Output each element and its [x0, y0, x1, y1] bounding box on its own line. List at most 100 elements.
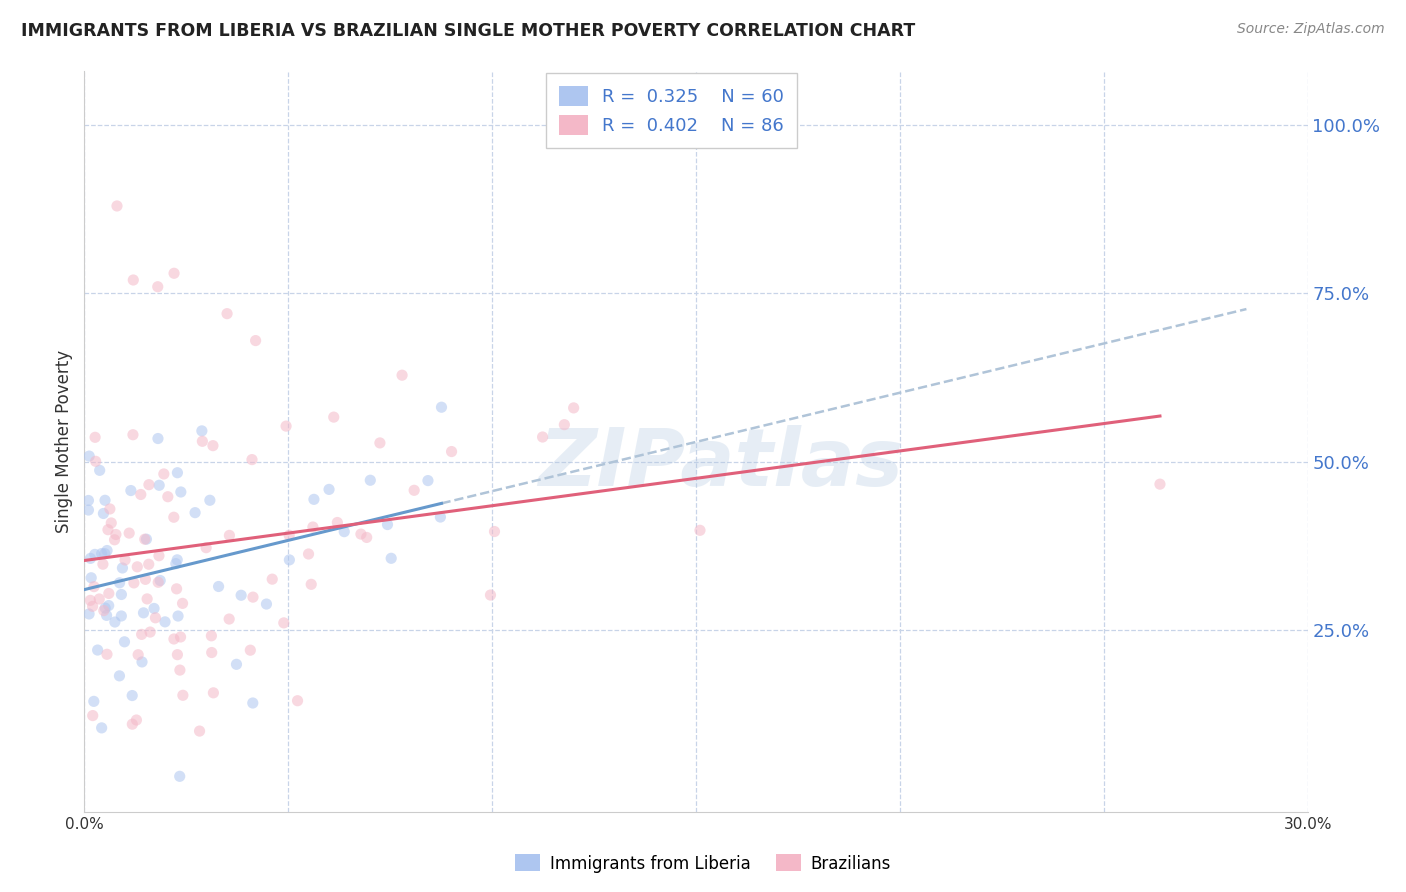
Point	[83, 580, 105, 594]
Point	[148, 575, 170, 590]
Point	[111, 561, 134, 575]
Point	[91, 558, 114, 572]
Point	[89, 463, 111, 477]
Point	[108, 669, 131, 683]
Point	[104, 615, 127, 629]
Point	[122, 273, 145, 287]
Point	[98, 502, 121, 516]
Point	[136, 591, 159, 606]
Point	[256, 597, 278, 611]
Point	[1149, 477, 1171, 491]
Point	[93, 507, 115, 521]
Point	[165, 557, 187, 571]
Point	[200, 629, 222, 643]
Point	[368, 436, 391, 450]
Point	[287, 694, 309, 708]
Point	[77, 449, 100, 463]
Point	[127, 648, 149, 662]
Point	[77, 503, 100, 517]
Point	[114, 635, 136, 649]
Point	[484, 524, 506, 539]
Point	[553, 417, 575, 432]
Point	[429, 510, 451, 524]
Point	[82, 599, 104, 614]
Point	[96, 647, 118, 661]
Point	[125, 713, 148, 727]
Point	[103, 533, 125, 547]
Point	[479, 588, 502, 602]
Point	[188, 724, 211, 739]
Legend: Immigrants from Liberia, Brazilians: Immigrants from Liberia, Brazilians	[509, 847, 897, 880]
Point	[84, 430, 107, 444]
Point	[302, 492, 325, 507]
Point	[145, 611, 167, 625]
Point	[166, 466, 188, 480]
Point	[297, 547, 319, 561]
Point	[94, 493, 117, 508]
Point	[240, 452, 263, 467]
Point	[146, 279, 169, 293]
Point	[231, 588, 253, 602]
Point	[94, 547, 117, 561]
Point	[79, 551, 101, 566]
Point	[416, 474, 439, 488]
Point	[201, 439, 224, 453]
Point	[163, 266, 186, 280]
Point	[110, 587, 132, 601]
Point	[83, 548, 105, 562]
Point	[356, 531, 378, 545]
Point	[93, 604, 115, 618]
Point	[217, 307, 239, 321]
Y-axis label: Single Mother Poverty: Single Mother Poverty	[55, 350, 73, 533]
Point	[104, 527, 127, 541]
Point	[114, 553, 136, 567]
Point	[166, 553, 188, 567]
Point	[299, 577, 322, 591]
Point	[149, 574, 172, 588]
Point	[129, 487, 152, 501]
Point	[100, 516, 122, 530]
Point	[262, 572, 284, 586]
Point	[121, 689, 143, 703]
Point	[169, 663, 191, 677]
Point	[242, 590, 264, 604]
Point	[239, 643, 262, 657]
Point	[96, 608, 118, 623]
Point	[404, 483, 426, 498]
Point	[242, 696, 264, 710]
Point	[148, 478, 170, 492]
Point	[201, 646, 224, 660]
Point	[131, 627, 153, 641]
Point	[90, 547, 112, 561]
Point	[82, 708, 104, 723]
Point	[218, 612, 240, 626]
Point	[218, 528, 240, 542]
Point	[79, 593, 101, 607]
Point	[302, 520, 325, 534]
Point	[191, 434, 214, 449]
Point	[430, 401, 453, 415]
Point	[169, 769, 191, 783]
Legend: R =  0.325    N = 60, R =  0.402    N = 86: R = 0.325 N = 60, R = 0.402 N = 86	[547, 73, 797, 148]
Text: IMMIGRANTS FROM LIBERIA VS BRAZILIAN SINGLE MOTHER POVERTY CORRELATION CHART: IMMIGRANTS FROM LIBERIA VS BRAZILIAN SIN…	[21, 22, 915, 40]
Point	[278, 528, 301, 542]
Point	[134, 572, 156, 586]
Point	[84, 454, 107, 468]
Point	[143, 601, 166, 615]
Point	[278, 553, 301, 567]
Point	[134, 532, 156, 546]
Point	[170, 485, 193, 500]
Point	[163, 632, 186, 646]
Point	[90, 721, 112, 735]
Point	[94, 601, 117, 615]
Point	[97, 523, 120, 537]
Point	[167, 609, 190, 624]
Point	[139, 625, 162, 640]
Point	[89, 592, 111, 607]
Point	[191, 424, 214, 438]
Text: ZIPatlas: ZIPatlas	[538, 425, 903, 503]
Point	[689, 524, 711, 538]
Point	[122, 427, 145, 442]
Point	[359, 473, 381, 487]
Point	[318, 483, 340, 497]
